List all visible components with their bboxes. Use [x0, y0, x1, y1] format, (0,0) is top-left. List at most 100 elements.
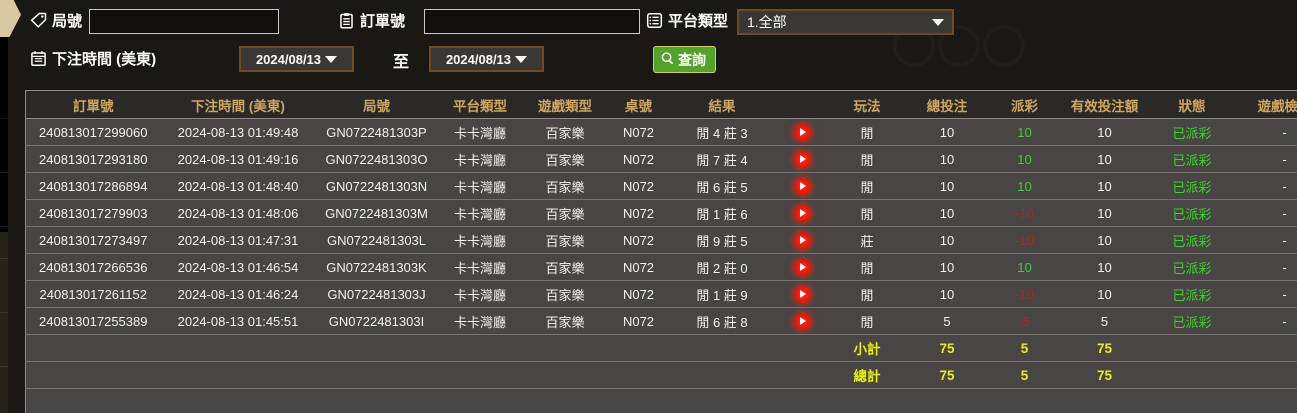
cell-platform: 卡卡灣廳 — [437, 226, 523, 254]
game-no-label: 局號 — [52, 13, 83, 30]
platform-type-select[interactable]: 1.全部 — [737, 9, 954, 35]
cell-replay — [774, 199, 830, 227]
order-no-input[interactable] — [424, 9, 640, 34]
calendar-icon — [30, 50, 47, 67]
cell-total-bet: 10 — [904, 199, 990, 227]
cell-game-no: GN0722481303I — [315, 307, 438, 335]
play-replay-button[interactable] — [793, 204, 811, 222]
col-header-game_view: 遊戲檢視 — [1234, 90, 1297, 119]
col-header-order_no: 訂單號 — [25, 90, 161, 119]
cell-payout: -10 — [989, 226, 1060, 254]
play-icon — [800, 209, 806, 217]
search-button[interactable]: 查詢 — [653, 46, 716, 73]
play-replay-button[interactable] — [793, 258, 811, 276]
platform-type-selected: 1.全部 — [747, 14, 787, 30]
bet-time-from-select[interactable]: 2024/08/13 — [239, 46, 354, 72]
col-header-platform: 平台類型 — [437, 90, 523, 119]
cell-play-type: 閒 — [829, 199, 905, 227]
cell-game-no: GN0722481303P — [315, 118, 438, 146]
order-no-label-group: 訂單號 — [338, 10, 405, 31]
cell-game-type: 百家樂 — [522, 307, 608, 335]
cell-total-bet: 5 — [904, 307, 990, 335]
cell-order-no: 240813017261152 — [25, 280, 161, 308]
list-icon — [646, 12, 663, 29]
cell-play-type: 閒 — [829, 145, 905, 173]
cell-result: 閒 1 莊 9 — [669, 280, 775, 308]
tag-icon — [30, 12, 47, 29]
cell-table-no: N072 — [607, 226, 670, 254]
play-replay-button[interactable] — [793, 177, 811, 195]
cell-status: 已派彩 — [1149, 118, 1235, 146]
cell-table-no: N072 — [607, 253, 670, 281]
col-header-game_no: 局號 — [315, 90, 438, 119]
cell-play-type: 閒 — [829, 118, 905, 146]
cell-replay — [774, 118, 830, 146]
cell-bet-time: 2024-08-13 01:47:31 — [160, 226, 316, 254]
bet-records-table: 訂單號 下注時間 (美東) 局號 平台類型 遊戲類型 桌號 結果 玩法 總投注 派彩 有效投注額 狀態… — [25, 90, 1297, 413]
cell-total-bet: 10 — [904, 253, 990, 281]
cell-order-no: 240813017266536 — [25, 253, 161, 281]
cell-payout: 10 — [989, 145, 1060, 173]
bet-time-from-value: 2024/08/13 — [255, 51, 322, 67]
table-row: 240813017299060 2024-08-13 01:49:48 GN07… — [25, 118, 1297, 146]
empty-row — [25, 388, 1297, 413]
total-total-bet: 75 — [904, 361, 990, 389]
play-replay-button[interactable] — [793, 231, 811, 249]
table-row: 240813017261152 2024-08-13 01:46:24 GN07… — [25, 280, 1297, 308]
cell-status: 已派彩 — [1149, 253, 1235, 281]
play-replay-button[interactable] — [793, 285, 811, 303]
play-icon — [800, 236, 806, 244]
cell-replay — [774, 280, 830, 308]
play-replay-button[interactable] — [793, 150, 811, 168]
search-icon — [660, 51, 675, 69]
cell-platform: 卡卡灣廳 — [437, 172, 523, 200]
cell-total-bet: 10 — [904, 145, 990, 173]
game-no-input[interactable] — [89, 9, 279, 34]
table-row: 240813017293180 2024-08-13 01:49:16 GN07… — [25, 145, 1297, 173]
cell-platform: 卡卡灣廳 — [437, 280, 523, 308]
cell-platform: 卡卡灣廳 — [437, 145, 523, 173]
cell-table-no: N072 — [607, 118, 670, 146]
cell-result: 閒 1 莊 6 — [669, 199, 775, 227]
cell-payout: 10 — [989, 253, 1060, 281]
cell-bet-time: 2024-08-13 01:45:51 — [160, 307, 316, 335]
cell-payout: -5 — [989, 307, 1060, 335]
cell-total-bet: 10 — [904, 118, 990, 146]
cell-bet-time: 2024-08-13 01:46:24 — [160, 280, 316, 308]
cell-payout: 10 — [989, 118, 1060, 146]
table-row: 240813017286894 2024-08-13 01:48:40 GN07… — [25, 172, 1297, 200]
cell-play-type: 閒 — [829, 280, 905, 308]
adjacent-panel-edge — [0, 0, 8, 413]
table-row: 240813017266536 2024-08-13 01:46:54 GN07… — [25, 253, 1297, 281]
play-replay-button[interactable] — [793, 123, 811, 141]
cell-play-type: 莊 — [829, 226, 905, 254]
total-label: 總計 — [829, 361, 905, 389]
clipboard-icon — [338, 12, 355, 29]
cell-table-no: N072 — [607, 280, 670, 308]
col-header-play_type: 玩法 — [829, 90, 905, 119]
cell-order-no: 240813017255389 — [25, 307, 161, 335]
cell-game-type: 百家樂 — [522, 280, 608, 308]
play-replay-button[interactable] — [793, 312, 811, 330]
table-row: 240813017255389 2024-08-13 01:45:51 GN07… — [25, 307, 1297, 335]
cell-result: 閒 9 莊 5 — [669, 226, 775, 254]
cell-valid-bet: 10 — [1059, 118, 1150, 146]
subtotal-spacer-end — [1149, 334, 1297, 362]
chevron-down-icon — [325, 55, 338, 63]
platform-type-label-group: 平台類型 — [646, 10, 728, 31]
cell-table-no: N072 — [607, 199, 670, 227]
cell-status: 已派彩 — [1149, 199, 1235, 227]
bet-time-to-select[interactable]: 2024/08/13 — [429, 46, 544, 72]
subtotal-spacer — [25, 334, 830, 362]
col-header-status: 狀態 — [1149, 90, 1235, 119]
col-header-table_no: 桌號 — [607, 90, 670, 119]
total-row: 總計 75 5 75 — [25, 361, 1297, 389]
cell-game-view: - — [1234, 145, 1297, 173]
cell-bet-time: 2024-08-13 01:48:40 — [160, 172, 316, 200]
platform-type-label: 平台類型 — [668, 13, 729, 30]
cell-valid-bet: 5 — [1059, 307, 1150, 335]
cell-result: 閒 2 莊 0 — [669, 253, 775, 281]
cell-game-view: - — [1234, 280, 1297, 308]
chevron-down-icon — [932, 18, 944, 26]
table-row: 240813017279903 2024-08-13 01:48:06 GN07… — [25, 199, 1297, 227]
